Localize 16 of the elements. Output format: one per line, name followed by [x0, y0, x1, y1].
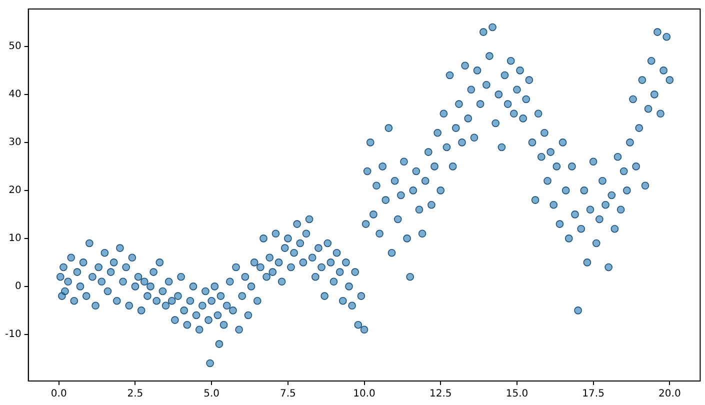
x-tick-label: 5.0 — [204, 388, 220, 400]
y-tick-label: 50 — [8, 41, 22, 52]
x-tick-label: 7.5 — [280, 388, 296, 400]
y-tick-label: 30 — [8, 137, 22, 148]
x-tick-label: 0.0 — [50, 388, 67, 400]
x-tick-label: 20.0 — [658, 388, 681, 400]
x-tick-label: 2.5 — [127, 388, 144, 400]
x-tick-label: 15.0 — [506, 388, 528, 400]
y-tick-label: 40 — [8, 89, 22, 100]
x-tick-label: 17.5 — [582, 388, 604, 400]
y-tick-label: 10 — [8, 233, 22, 244]
y-tick-label: -10 — [4, 329, 22, 340]
y-tick-label: 0 — [14, 281, 22, 292]
y-tick-label: 20 — [8, 185, 22, 196]
x-tick-label: 10.0 — [353, 388, 376, 400]
x-tick-label: 12.5 — [429, 388, 452, 400]
